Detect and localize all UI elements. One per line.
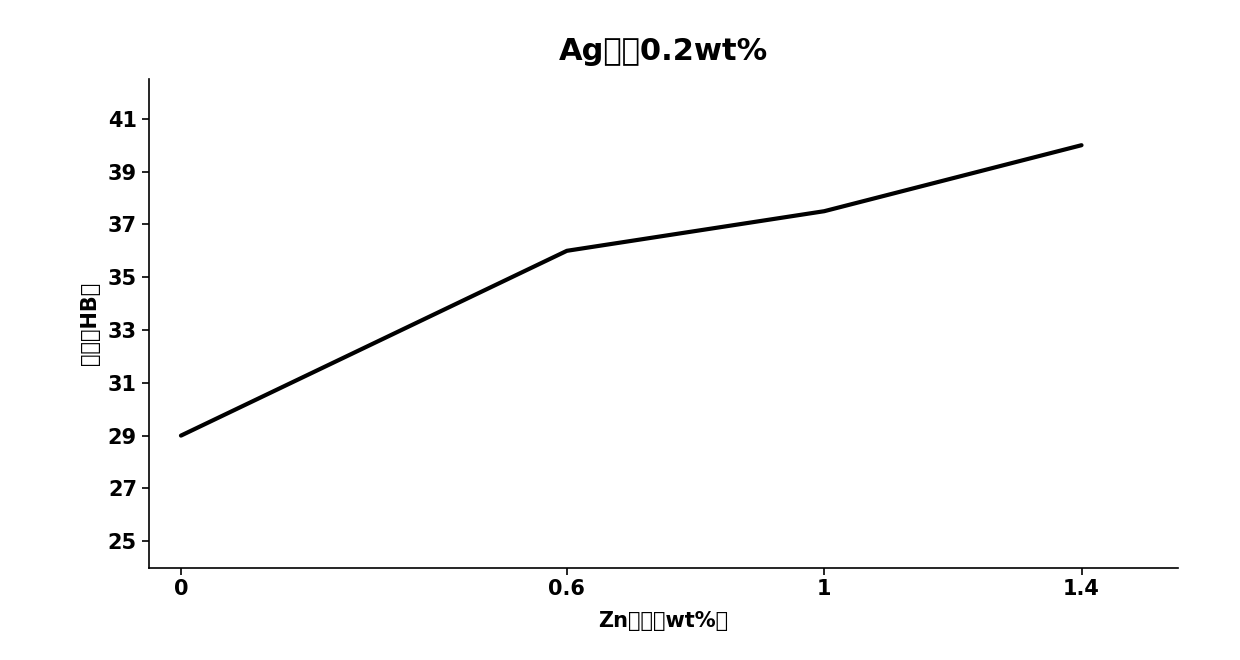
Title: Ag含量0.2wt%: Ag含量0.2wt% [559,37,768,66]
Y-axis label: 硬度（HB）: 硬度（HB） [79,282,99,365]
X-axis label: Zn含量（wt%）: Zn含量（wt%） [599,610,728,630]
